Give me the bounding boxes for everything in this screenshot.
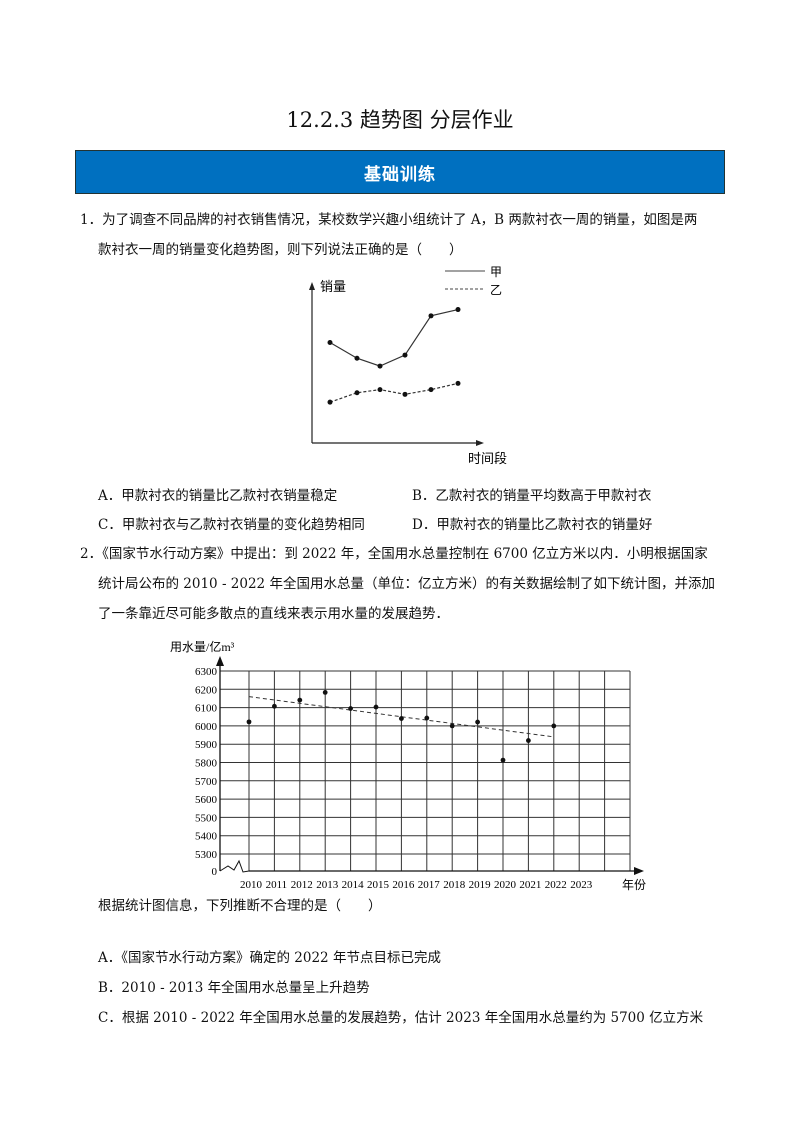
series-line-甲 xyxy=(329,308,459,367)
y-tick-label: 5500 xyxy=(195,812,218,824)
q1-text-line1: 1．为了调查不同品牌的衬衣销售情况，某校数学兴趣小组统计了 A，B 两款衬衣一周… xyxy=(80,212,698,228)
data-point xyxy=(272,703,277,709)
y-tick-label: 6000 xyxy=(195,721,218,733)
q1-option-c: C．甲款衬衣与乙款衬衣销量的变化趋势相同 xyxy=(98,517,365,533)
x-tick-label: 2014 xyxy=(342,879,365,891)
q2-option-a: A．《国家节水行动方案》确定的 2022 年节点目标已完成 xyxy=(98,950,441,966)
trend-line xyxy=(248,696,554,738)
x-tick-label: 2010 xyxy=(240,879,263,891)
data-point xyxy=(348,706,353,711)
data-point xyxy=(500,757,506,763)
data-point xyxy=(402,391,408,397)
q2-option-c: C．根据 2010 - 2022 年全国用水总量的发展趋势，估计 2023 年全… xyxy=(98,1010,704,1026)
data-point xyxy=(551,723,557,729)
y-tick-label: 5400 xyxy=(195,831,218,843)
x-axis-arrow-icon xyxy=(476,440,484,446)
y-tick-label: 5900 xyxy=(195,739,218,751)
data-point xyxy=(428,313,434,319)
data-point xyxy=(297,697,303,703)
x-tick-label: 2012 xyxy=(291,879,313,891)
x-tick-label: 2017 xyxy=(418,879,441,891)
legend-label-0: 甲 xyxy=(490,265,502,279)
y-tick-label: 0 xyxy=(212,866,218,878)
data-point xyxy=(455,307,461,313)
y-axis-label: 用水量/亿m³ xyxy=(170,639,235,654)
q2-option-b: B．2010 - 2013 年全国用水总量呈上升趋势 xyxy=(98,980,370,996)
y-tick-label: 5600 xyxy=(195,794,218,806)
y-tick-label: 5700 xyxy=(195,776,218,788)
data-point xyxy=(354,390,360,396)
y-tick-label: 5300 xyxy=(195,849,218,861)
section-banner-label: 基础训练 xyxy=(364,164,436,185)
section-banner: 基础训练 xyxy=(75,150,725,194)
x-tick-label: 2021 xyxy=(519,879,541,891)
chart-water-usage: 0 5300 5400 5500 5600 5700 5800 5900 6000 6100 620… xyxy=(170,639,646,892)
x-axis-label: 年份 xyxy=(622,878,646,892)
data-point xyxy=(449,723,455,729)
data-point xyxy=(354,355,360,361)
data-point xyxy=(455,380,461,386)
q1-option-a: A．甲款衬衣的销量比乙款衬衣销量稳定 xyxy=(98,488,338,504)
q1-text-line2: 款衬衣一周的销量变化趋势图，则下列说法正确的是（ ） xyxy=(98,242,463,258)
x-axis-label: 时间段 xyxy=(468,451,507,466)
page-title: 12.2.3 趋势图 分层作业 xyxy=(286,108,514,132)
y-axis-arrow-icon xyxy=(309,282,315,290)
data-point xyxy=(424,715,430,721)
data-point xyxy=(399,716,404,721)
q2-text-line3: 了一条靠近尽可能多散点的直线来表示用水量的发展趋势． xyxy=(98,606,449,622)
legend-label-1: 乙 xyxy=(490,283,502,297)
x-tick-label: 2018 xyxy=(443,879,466,891)
q2-text-line2: 统计局公布的 2010 - 2022 年全国用水总量（单位：亿立方米）的有关数据… xyxy=(98,576,715,592)
x-tick-label: 2013 xyxy=(316,879,339,891)
q1-option-b: B．乙款衬衣的销量平均数高于甲款衬衣 xyxy=(412,488,652,504)
q2-prompt: 根据统计图信息，下列推断不合理的是（ ） xyxy=(98,898,382,914)
q1-option-d: D．甲款衬衣的销量比乙款衬衣的销量好 xyxy=(412,517,653,533)
y-tick-label: 6300 xyxy=(195,666,218,678)
x-axis-arrow-icon xyxy=(634,867,644,875)
x-tick-label: 2015 xyxy=(367,879,390,891)
y-tick-label: 5800 xyxy=(195,758,218,770)
data-point xyxy=(377,387,383,393)
data-point xyxy=(526,738,531,743)
data-point xyxy=(327,399,333,405)
y-tick-label: 6200 xyxy=(195,684,218,696)
x-tick-label: 2023 xyxy=(570,879,593,891)
data-point xyxy=(402,352,408,358)
y-axis-label: 销量 xyxy=(320,279,346,294)
x-tick-label: 2022 xyxy=(545,879,567,891)
data-point xyxy=(246,719,252,725)
x-tick-label: 2019 xyxy=(469,879,492,891)
q2-text-line1: 2．《国家节水行动方案》中提出：到 2022 年，全国用水总量控制在 6700 … xyxy=(80,546,708,562)
x-tick-label: 2020 xyxy=(494,879,517,891)
x-tick-label: 2016 xyxy=(392,879,415,891)
x-tick-label: 2011 xyxy=(266,879,288,891)
data-point xyxy=(327,340,333,346)
data-point xyxy=(377,363,383,369)
data-point xyxy=(373,704,379,710)
y-axis-arrow-icon xyxy=(216,656,224,666)
data-point xyxy=(322,690,328,695)
y-tick-label: 6100 xyxy=(195,703,218,715)
axis-break-icon xyxy=(219,859,250,873)
data-point xyxy=(475,719,480,725)
series-line-乙 xyxy=(329,382,459,403)
data-point xyxy=(428,387,434,393)
